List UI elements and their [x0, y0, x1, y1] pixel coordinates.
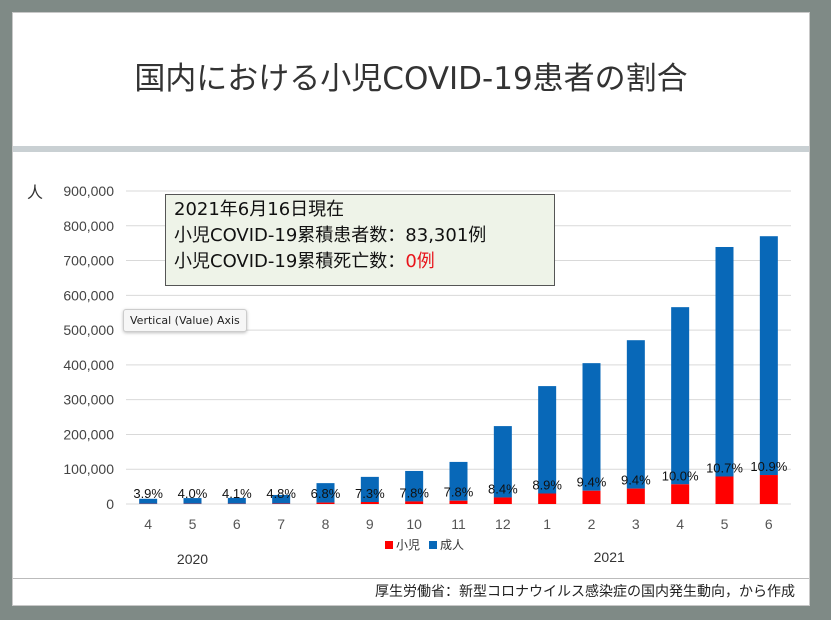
bar-child [493, 497, 512, 504]
data-label: 6.8% [311, 486, 341, 501]
bar-child [582, 490, 601, 504]
x-tick-label: 4 [144, 516, 152, 532]
x-tick-label: 2 [588, 516, 596, 532]
info-box: 2021年6月16日現在 小児COVID-19累積患者数：83,301例 小児C… [165, 194, 555, 286]
bar-child [360, 502, 379, 504]
data-label: 10.9% [750, 459, 787, 474]
x-tick-label: 3 [632, 516, 640, 532]
bar-adult [538, 386, 557, 494]
bar-child [449, 500, 468, 504]
data-label: 4.1% [222, 486, 252, 501]
bar-adult [139, 498, 158, 504]
info-cumulative-cases: 小児COVID-19累積患者数：83,301例 [174, 225, 487, 246]
slide: 国内における小児COVID-19患者の割合 0 100,000 200,000 300… [12, 12, 810, 606]
data-label: 7.8% [399, 485, 429, 500]
title-divider [13, 146, 809, 152]
bar-adult [493, 426, 512, 498]
bar-adult [227, 497, 246, 504]
legend-label: 成人 [440, 538, 464, 552]
data-label: 8.9% [532, 477, 562, 492]
bar-adult [715, 246, 734, 477]
slide-title: 国内における小児COVID-19患者の割合 [134, 61, 688, 97]
deaths-value: 0例 [405, 251, 435, 272]
bar-child [405, 501, 424, 504]
bar-adult [316, 483, 335, 503]
y-tick-label: 0 [106, 496, 114, 512]
y-tick-label: 600,000 [63, 287, 114, 303]
bar-adult [360, 476, 379, 503]
legend-swatch [429, 541, 437, 549]
bar-child [715, 476, 734, 504]
x-tick-label: 5 [189, 516, 197, 532]
data-label: 7.8% [444, 485, 474, 500]
data-label: 4.0% [178, 486, 208, 501]
legend-swatch [385, 541, 393, 549]
x-tick-label: 5 [721, 516, 729, 532]
bar-adult [671, 307, 690, 485]
y-tick-label: 900,000 [63, 183, 114, 199]
year-label: 2020 [177, 551, 208, 567]
data-label: 10.7% [706, 460, 743, 475]
bar-child [626, 488, 645, 504]
bar-chart: 0 100,000 200,000 300,000 400,000 500,000 600,… [27, 183, 791, 567]
x-tick-label: 7 [277, 516, 285, 532]
data-label: 9.4% [577, 475, 607, 490]
y-axis-label: 人 [27, 183, 43, 202]
data-label: 10.0% [662, 468, 699, 483]
data-label: 4.8% [266, 486, 296, 501]
bar-adult [183, 498, 202, 504]
data-label: 8.4% [488, 481, 518, 496]
y-tick-label: 800,000 [63, 218, 114, 234]
bar-child [759, 475, 778, 504]
y-tick-label: 100,000 [63, 461, 114, 477]
year-label: 2021 [594, 549, 625, 565]
y-tick-label: 500,000 [63, 322, 114, 338]
data-label: 7.3% [355, 486, 385, 501]
source-note: 厚生労働省：新型コロナウイルス感染症の国内発生動向，から作成 [375, 584, 795, 600]
bar-adult [449, 461, 468, 501]
y-tick-label: 700,000 [63, 253, 114, 269]
bar-adult [405, 470, 424, 502]
source-divider [13, 578, 809, 579]
x-tick-label: 6 [233, 516, 241, 532]
x-tick-label: 1 [543, 516, 551, 532]
bar-child [671, 484, 690, 504]
x-tick-label: 6 [765, 516, 773, 532]
x-tick-label: 8 [322, 516, 330, 532]
bar-child [538, 493, 557, 504]
info-cumulative-deaths: 小児COVID-19累積死亡数：0例 [174, 249, 546, 275]
y-tick-label: 200,000 [63, 426, 114, 442]
x-tick-label: 11 [451, 516, 466, 532]
bar-adult [582, 363, 601, 491]
axis-tooltip: Vertical (Value) Axis [123, 309, 247, 332]
x-tick-label: 4 [676, 516, 684, 532]
data-label: 9.4% [621, 473, 651, 488]
data-label: 3.9% [133, 486, 163, 501]
y-tick-label: 400,000 [63, 357, 114, 373]
bar-adult [759, 236, 778, 476]
info-date: 2021年6月16日現在 [174, 199, 345, 220]
y-tick-label: 300,000 [63, 392, 114, 408]
bar-adult [272, 494, 291, 504]
bar-child [316, 502, 335, 504]
legend-label: 小児 [396, 538, 420, 552]
bar-adult [626, 340, 645, 489]
x-tick-label: 10 [406, 516, 422, 532]
x-tick-label: 9 [366, 516, 374, 532]
deaths-label: 小児COVID-19累積死亡数： [174, 251, 406, 272]
x-tick-label: 12 [495, 516, 511, 532]
